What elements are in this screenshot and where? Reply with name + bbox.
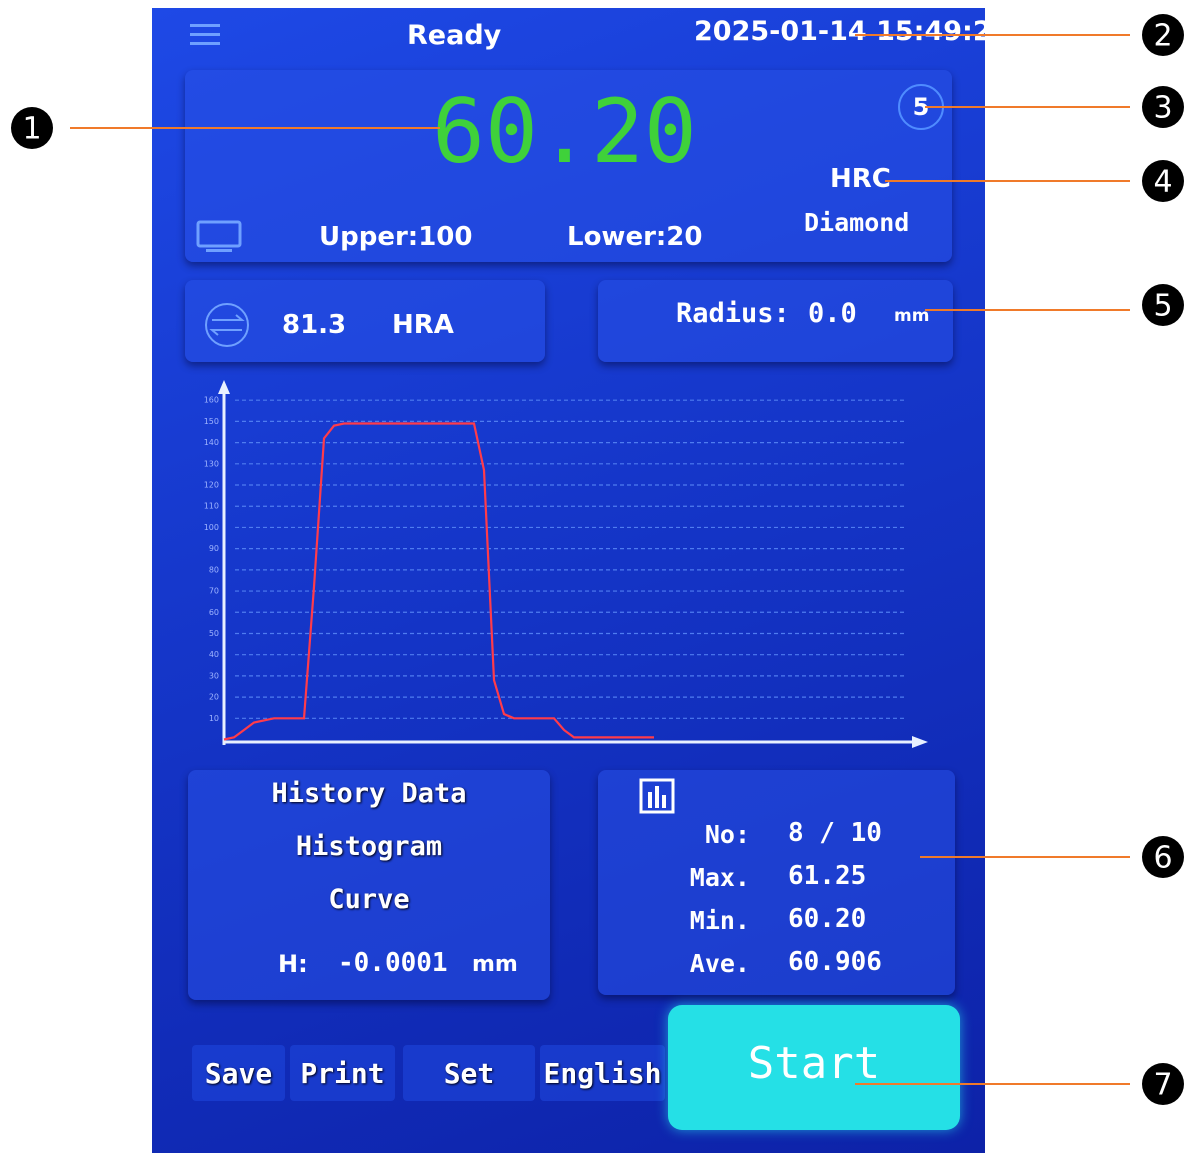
y-tick-label: 120: [204, 481, 219, 490]
callout-badge: [1142, 1063, 1184, 1105]
reading: 60.20: [432, 80, 697, 183]
device-screen: Ready 2025-01-14 15:49:23 60.20 5 HRC Di…: [152, 8, 985, 1153]
stat-label: Max.: [689, 863, 750, 892]
curve-line: [223, 422, 654, 741]
history-item[interactable]: Curve: [328, 884, 410, 915]
radius-value: 0.0: [808, 298, 857, 329]
y-tick-label: 60: [209, 608, 219, 617]
stat-label: Min.: [689, 906, 750, 935]
readout-panel: [185, 70, 952, 262]
callout-number: 6: [1153, 841, 1172, 876]
h-unit: mm: [472, 952, 518, 977]
y-tick-label: 150: [204, 417, 219, 426]
y-tick-label: 70: [209, 587, 219, 596]
y-tick-label: 130: [204, 459, 219, 468]
callout-number: 4: [1153, 165, 1172, 200]
stat-value: 60.20: [788, 904, 867, 934]
indenter: Diamond: [804, 208, 910, 237]
y-tick-label: 140: [204, 438, 219, 447]
callout-number: 7: [1153, 1068, 1172, 1103]
callout-badge: [1142, 14, 1184, 56]
stat-value: 60.906: [788, 947, 882, 977]
start-label: Start: [747, 1038, 881, 1089]
callout-number: 3: [1153, 91, 1172, 126]
conversion-panel: [185, 280, 545, 362]
y-tick-label: 10: [209, 714, 219, 723]
y-tick-label: 30: [209, 671, 219, 680]
button[interactable]: Save: [192, 1045, 285, 1101]
x-axis-arrow: [912, 736, 928, 748]
conversion-value: 81.3: [282, 310, 347, 340]
datetime: 2025-01-14 15:49:23: [694, 16, 985, 47]
button[interactable]: Print: [290, 1045, 395, 1101]
callout-badge: [11, 107, 53, 149]
y-tick-label: 100: [204, 523, 219, 532]
stat-value: 61.25: [788, 861, 867, 891]
stat-label: No:: [704, 820, 750, 849]
button[interactable]: English: [540, 1045, 665, 1101]
convert-icon[interactable]: [202, 302, 258, 348]
y-axis-arrow: [218, 380, 230, 394]
y-tick-label: 110: [204, 502, 219, 511]
count: 5: [912, 93, 930, 121]
conversion-scale: HRA: [392, 310, 454, 340]
y-tick-label: 90: [209, 544, 219, 553]
y-tick-label: 80: [209, 565, 219, 574]
stats-icon: [639, 778, 675, 814]
callout-badge: [1142, 86, 1184, 128]
history-panel: [188, 770, 550, 1000]
radius-panel: [598, 280, 953, 362]
start-button[interactable]: [668, 1005, 960, 1130]
callout-number: 1: [22, 112, 41, 147]
radius-label: Radius:: [676, 298, 790, 329]
h-value: -0.0001: [338, 948, 448, 978]
upper-limit: Upper:100: [319, 222, 473, 252]
button[interactable]: Set: [403, 1045, 535, 1101]
history-item[interactable]: History Data: [271, 778, 467, 809]
status: Ready: [407, 20, 502, 51]
monitor-icon: [196, 220, 242, 252]
stat-label: Ave.: [689, 949, 750, 978]
callout-number: 5: [1153, 289, 1172, 324]
radius-unit: mm: [894, 306, 930, 326]
y-tick-label: 160: [204, 396, 219, 405]
stat-value: 8 / 10: [788, 818, 882, 848]
history-item[interactable]: Histogram: [295, 831, 443, 862]
y-tick-label: 50: [209, 629, 219, 638]
callout-badge: [1142, 284, 1184, 326]
scale: HRC: [830, 164, 891, 194]
y-tick-label: 40: [209, 650, 219, 659]
menu-icon[interactable]: [190, 22, 222, 48]
y-tick-label: 20: [209, 693, 219, 702]
h-label: H:: [278, 950, 308, 978]
callout-number: 2: [1153, 19, 1172, 54]
callout-badge: [1142, 836, 1184, 878]
callout-badge: [1142, 160, 1184, 202]
lower-limit: Lower:20: [567, 222, 703, 252]
